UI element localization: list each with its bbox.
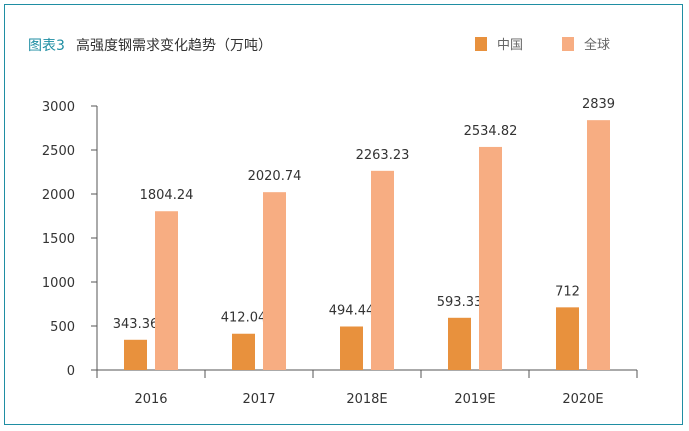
x-tick-label: 2019E [454,392,495,407]
plot-area: 0 500 1000 1500 2000 2500 3000 2016 343.36 1804.2… [42,97,638,407]
data-label-china: 593.33 [437,295,483,310]
bar-china [340,326,363,370]
legend-swatch-china [475,37,487,51]
legend: 中国 全球 [475,37,610,53]
x-tick-label: 2017 [242,392,275,407]
y-tick-label: 2500 [42,144,75,159]
bar-china [232,333,255,370]
legend-swatch-global [562,37,574,51]
y-tick-label: 2000 [42,188,75,203]
data-label-china: 494.44 [329,303,375,318]
data-label-global: 1804.24 [140,188,194,203]
x-tick-label: 2018E [346,392,387,407]
data-label-global: 2263.23 [356,148,410,163]
y-tick-label: 0 [67,364,75,379]
bar-china [448,317,471,370]
chart-title: 高强度钢需求变化趋势（万吨） [76,37,272,54]
data-label-china: 412.04 [221,311,267,326]
bar-global [263,192,286,370]
bar-global [155,211,178,370]
data-label-china: 343.36 [113,317,159,332]
bar-global [371,170,394,370]
x-tick-label: 2020E [562,392,603,407]
data-label-china: 712 [555,284,580,299]
legend-label-china: 中国 [497,38,523,53]
y-tick-label: 500 [50,320,75,335]
x-tick-label: 2016 [134,392,167,407]
data-label-global: 2534.82 [464,124,518,139]
bar-global [587,120,610,370]
y-tick-label: 1000 [42,276,75,291]
chart-title-prefix: 图表3 [28,38,65,54]
bar-china [124,339,147,370]
data-label-global: 2020.74 [248,169,302,184]
bar-global [479,146,502,370]
data-label-global: 2839 [582,97,615,112]
y-tick-label: 3000 [42,100,75,115]
bar-china [556,307,579,370]
y-tick-label: 1500 [42,232,75,247]
legend-label-global: 全球 [584,37,610,53]
